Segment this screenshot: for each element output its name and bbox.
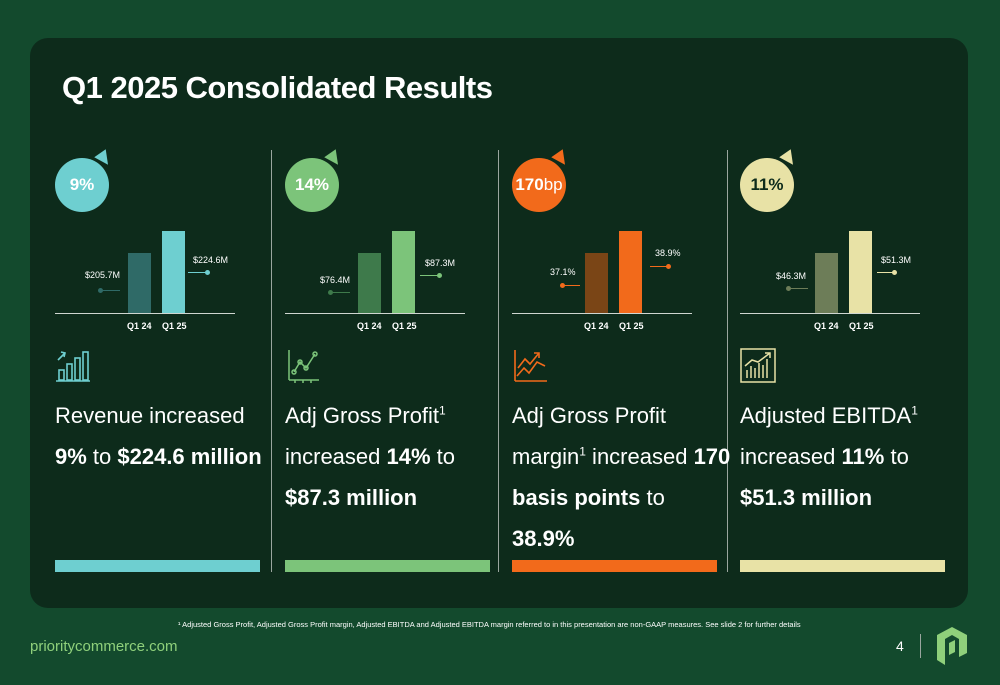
prev-value-label: $205.7M	[85, 270, 121, 280]
trend-up-icon	[514, 350, 547, 382]
gross-profit-card: 14% $76.4M $87.3M Q1 24 Q1 25 Adj Gross …	[285, 149, 495, 580]
bar-q1-24	[585, 253, 608, 313]
prev-value-marker	[562, 285, 580, 286]
cur-value-marker	[188, 272, 208, 273]
prev-value-dot	[560, 283, 565, 288]
prev-value-dot	[328, 290, 333, 295]
column-divider	[498, 150, 499, 572]
bar-q1-24	[815, 253, 838, 313]
scatter-chart-icon	[288, 350, 319, 383]
color-stripe	[740, 560, 945, 572]
chart-axis	[285, 313, 465, 314]
prev-value-marker	[788, 288, 808, 289]
bar-growth-icon	[56, 351, 90, 382]
bar-q1-25	[162, 231, 185, 313]
color-stripe	[55, 560, 260, 572]
prev-value-marker	[330, 292, 350, 293]
x-label-q1-25: Q1 25	[162, 321, 187, 331]
ebitda-card: 11% $46.3M $51.3M Q1 24 Q1 25 Adjusted E…	[740, 149, 950, 580]
bar-q1-25	[849, 231, 872, 313]
cur-value-dot	[892, 270, 897, 275]
chart-axis	[740, 313, 920, 314]
cur-value-label: 38.9%	[655, 248, 681, 258]
x-label-q1-25: Q1 25	[392, 321, 417, 331]
chart-axis	[55, 313, 235, 314]
prev-value-label: $46.3M	[776, 271, 807, 281]
content-panel	[30, 38, 968, 608]
gross-margin-card: 170 bp 37.1% 38.9% Q1 24 Q1 25 Adj Gross …	[512, 149, 730, 580]
revenue-card: 9% $205.7M $224.6M Q1 24 Q1 25 Revenue i…	[55, 149, 265, 580]
gross-margin-badge: 170 bp	[512, 158, 566, 212]
x-label-q1-25: Q1 25	[849, 321, 874, 331]
prev-value-label: $76.4M	[320, 275, 351, 285]
bar-q1-25	[392, 231, 415, 313]
priority-logo-icon	[937, 627, 967, 665]
cur-value-label: $224.6M	[193, 255, 229, 265]
cur-value-dot	[666, 264, 671, 269]
page-number: 4	[896, 638, 904, 654]
bar-q1-24	[358, 253, 381, 313]
color-stripe	[512, 560, 717, 572]
color-stripe	[285, 560, 490, 572]
page-title: Q1 2025 Consolidated Results	[62, 70, 493, 105]
cur-value-dot	[437, 273, 442, 278]
column-divider	[727, 150, 728, 572]
footer-divider	[920, 634, 921, 658]
ebitda-description: Adjusted EBITDA1 increased 11% to $51.3 …	[740, 403, 918, 510]
cur-value-marker	[420, 275, 440, 276]
chart-axis	[512, 313, 692, 314]
prev-value-dot	[98, 288, 103, 293]
prev-value-label: 37.1%	[550, 267, 576, 277]
gross-profit-growth-badge: 14%	[285, 158, 339, 212]
bar-q1-25	[619, 231, 642, 313]
footnote: ¹ Adjusted Gross Profit, Adjusted Gross …	[178, 620, 801, 629]
gross-profit-description: Adj Gross Profit1 increased 14% to $87.3…	[285, 403, 456, 510]
revenue-growth-badge: 9%	[55, 158, 109, 212]
x-label-q1-24: Q1 24	[127, 321, 152, 331]
prev-value-marker	[100, 290, 120, 291]
x-label-q1-24: Q1 24	[584, 321, 609, 331]
cur-value-label: $87.3M	[425, 258, 456, 268]
x-label-q1-25: Q1 25	[619, 321, 644, 331]
prev-value-dot	[786, 286, 791, 291]
ebitda-growth-badge: 11%	[740, 158, 794, 212]
cur-value-marker	[650, 266, 668, 267]
revenue-description: Revenue increased 9% to $224.6 million	[55, 403, 262, 469]
cur-value-label: $51.3M	[881, 255, 912, 265]
cur-value-dot	[205, 270, 210, 275]
growth-bars-icon	[740, 348, 776, 383]
website-link[interactable]: prioritycommerce.com	[30, 638, 178, 655]
gross-margin-description: Adj Gross Profit margin1 increased 170 b…	[512, 403, 731, 551]
x-label-q1-24: Q1 24	[357, 321, 382, 331]
x-label-q1-24: Q1 24	[814, 321, 839, 331]
bar-q1-24	[128, 253, 151, 313]
cur-value-marker	[877, 272, 895, 273]
column-divider	[271, 150, 272, 572]
